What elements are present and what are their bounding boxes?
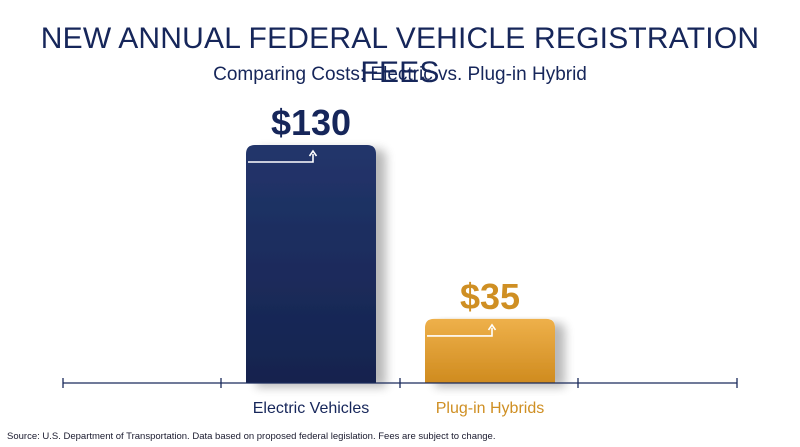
category-label: Electric Vehicles: [253, 400, 370, 417]
bars-layer: [246, 145, 555, 383]
category-label: Plug-in Hybrids: [436, 400, 544, 417]
chart-subtitle: Comparing Costs: Electric vs. Plug-in Hy…: [213, 64, 587, 85]
source-note: Source: U.S. Department of Transportatio…: [7, 431, 496, 442]
up-arrow-bracket-icon: [427, 323, 497, 337]
up-arrow-bracket-icon: [248, 149, 318, 163]
bar-plug-in-hybrids: [425, 318, 555, 383]
bar-electric-vehicles: [246, 145, 376, 383]
bar-value-label: $130: [271, 102, 351, 143]
x-axis: [62, 378, 738, 388]
chart-title: NEW ANNUAL FEDERAL VEHICLE REGISTRATION …: [40, 22, 760, 89]
bar-value-label: $35: [460, 276, 520, 317]
labels-layer: $130 Electric Vehicles $35 Plug-in Hybrids: [253, 102, 544, 417]
